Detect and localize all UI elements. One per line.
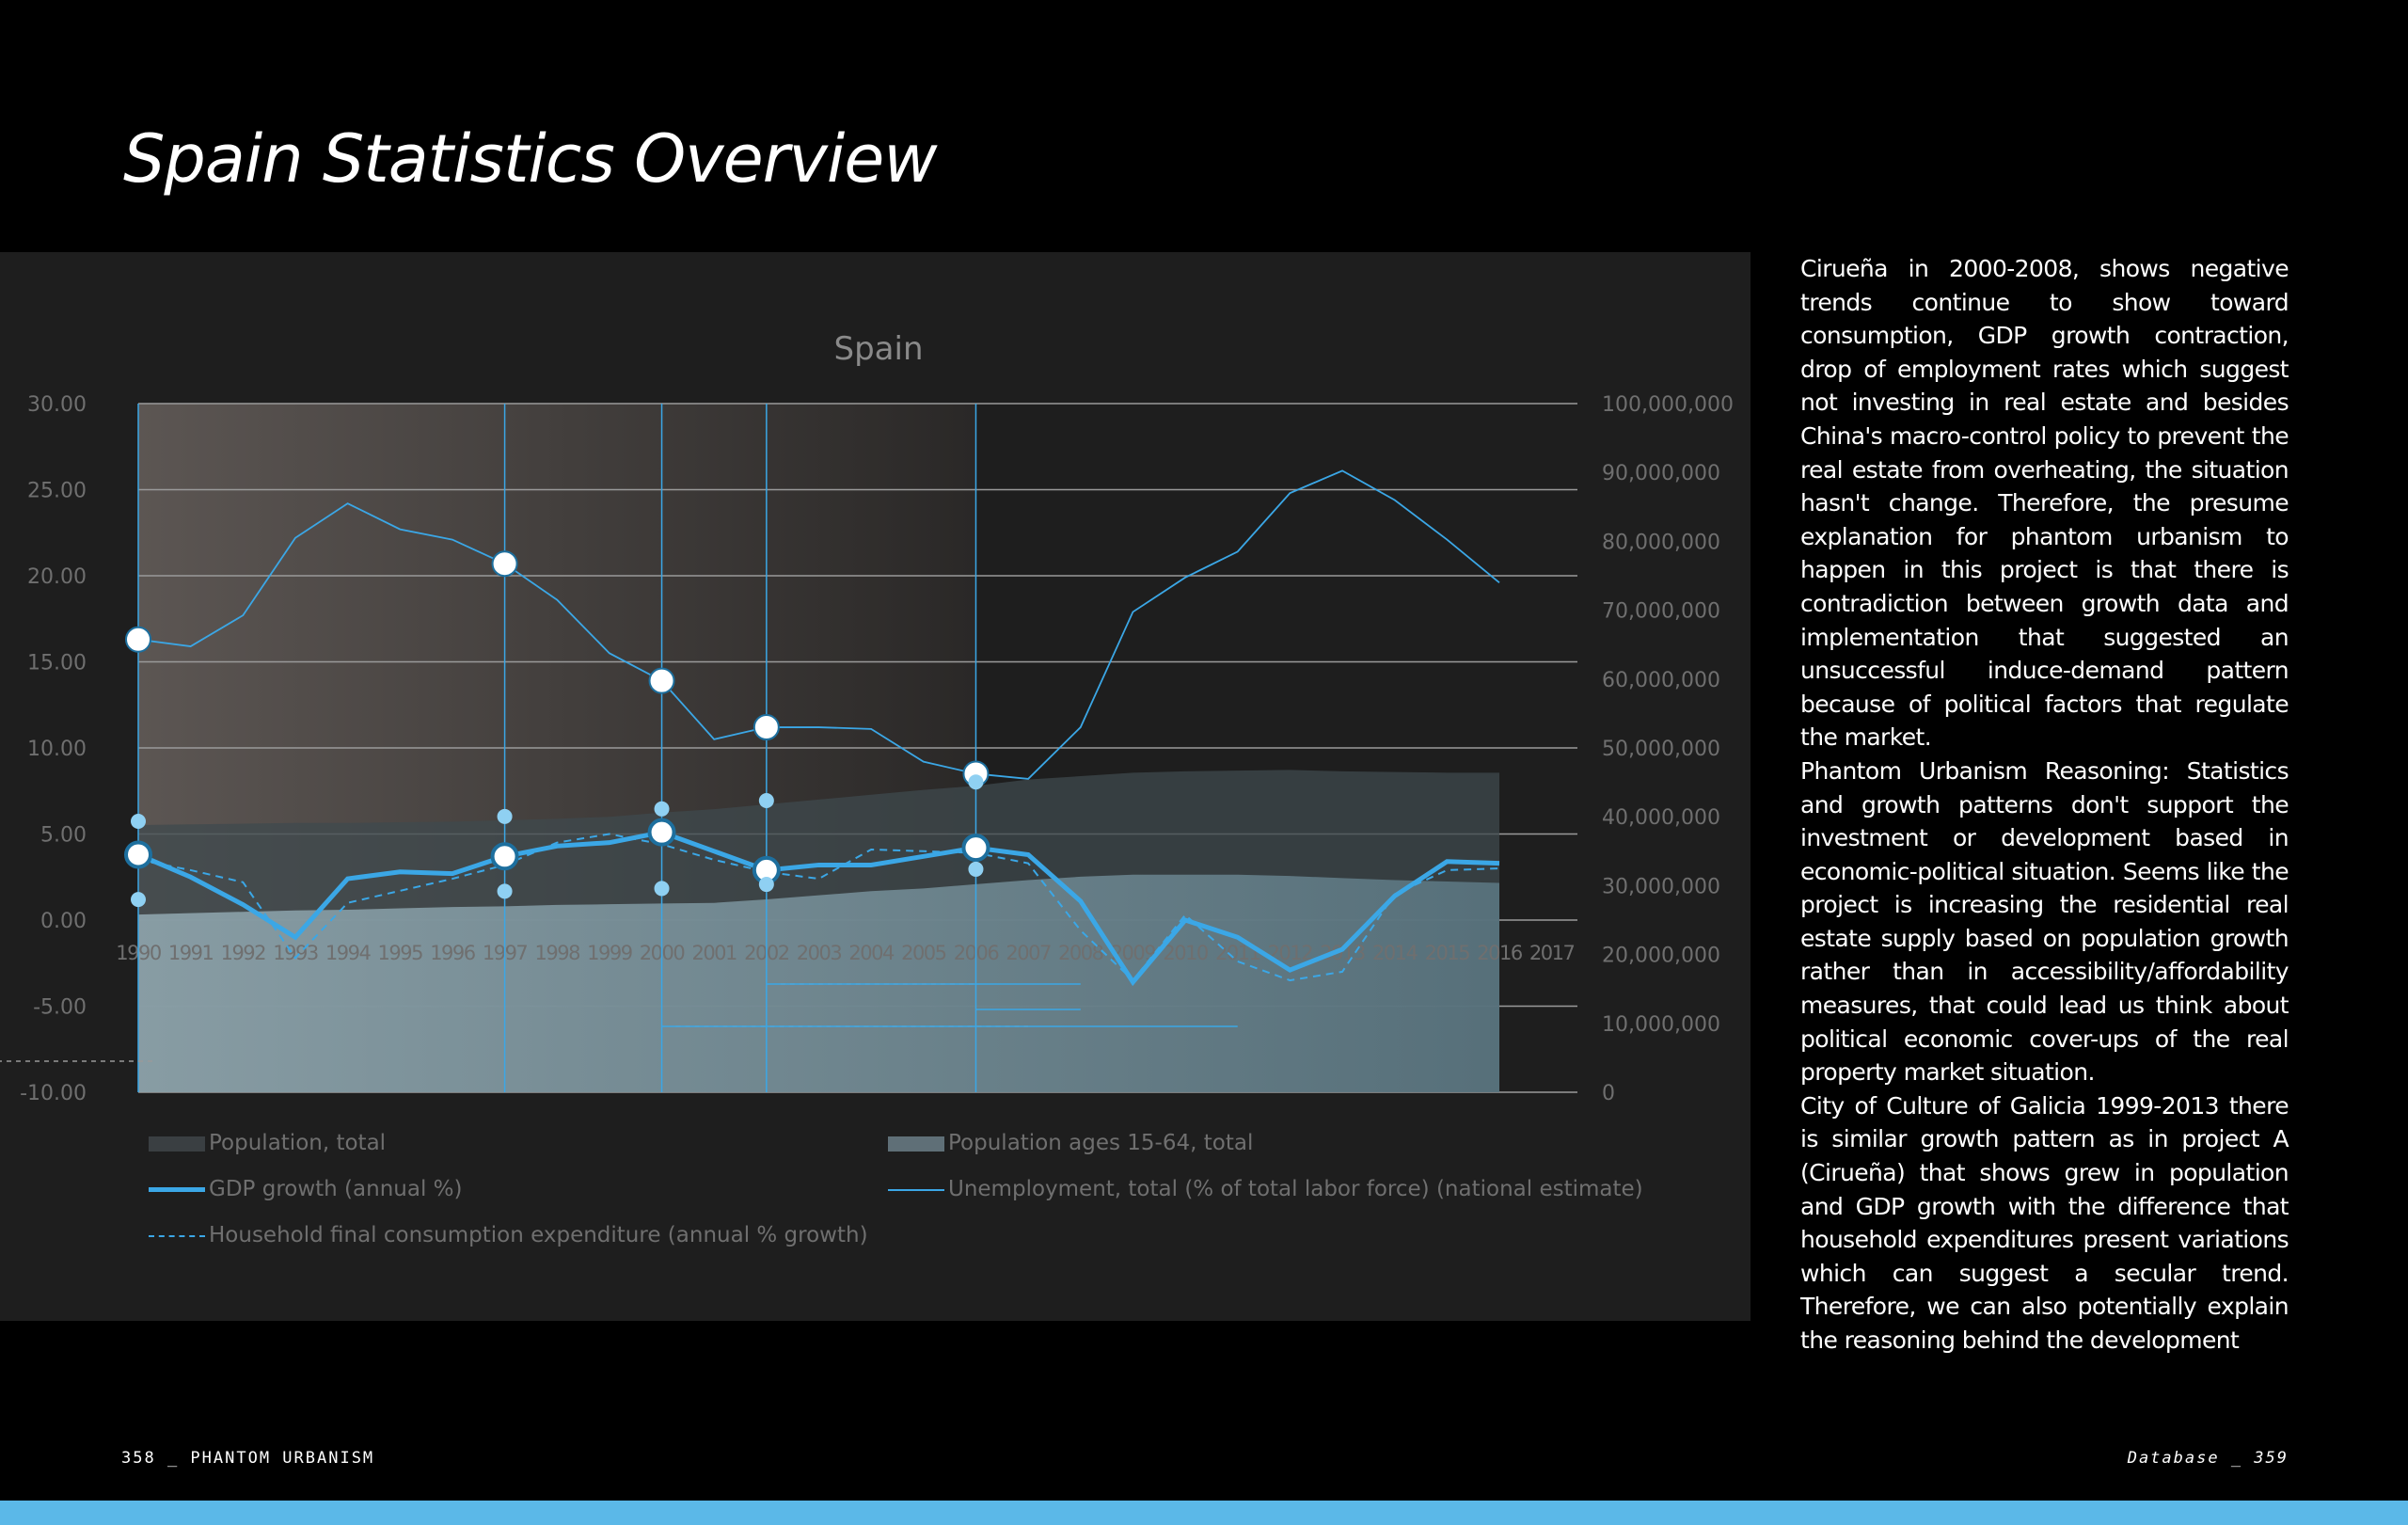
x-tick-label: 1993 [273, 942, 318, 964]
legend-label: Population ages 15-64, total [948, 1131, 1254, 1155]
y2-tick-label: 90,000,000 [1602, 462, 1720, 485]
x-tick-label: 2004 [848, 942, 895, 964]
unemployment-marker [752, 714, 780, 741]
x-tick-label: 2017 [1529, 942, 1575, 964]
y-tick-label: -10.00 [20, 1082, 87, 1105]
x-tick-label: 1996 [430, 942, 476, 964]
legend-swatch [149, 1136, 205, 1152]
y2-tick-label: 50,000,000 [1602, 738, 1720, 761]
x-tick-label: 2007 [1006, 942, 1051, 964]
x-tick-label: 1998 [535, 942, 580, 964]
footer-right: Database _ 359 [2127, 1449, 2289, 1468]
x-tick-label: 1994 [325, 942, 372, 964]
legend-swatch [149, 1234, 205, 1237]
y-tick-label: 5.00 [40, 824, 87, 848]
y2-tick-label: 70,000,000 [1602, 600, 1720, 624]
legend-label: Population, total [209, 1131, 387, 1155]
population-marker [758, 793, 774, 809]
unemployment-marker [125, 626, 151, 653]
legend-swatch [888, 1188, 944, 1191]
bottom-accent-bar [0, 1501, 2408, 1525]
legend-swatch [888, 1136, 944, 1152]
y2-tick-label: 30,000,000 [1602, 875, 1720, 898]
y-tick-label: 20.00 [27, 565, 87, 589]
footer-left: 358 _ PHANTOM URBANISM [121, 1449, 375, 1468]
paragraph: Cirueña in 2000-2008, shows negative tre… [1800, 255, 2289, 752]
population-15-64-marker [654, 881, 670, 897]
chart-panel: Spain 30.00 25.00 20.00 15.00 10.00 5.00 0.00 -5… [0, 252, 1751, 1321]
population-15-64-marker [131, 892, 146, 908]
population-15-64-marker [968, 861, 984, 877]
y2-tick-label: 80,000,000 [1602, 531, 1720, 554]
y-tick-label: 0.00 [40, 910, 87, 933]
y2-tick-label: 40,000,000 [1602, 806, 1720, 830]
line-household-consumption [137, 833, 1500, 982]
x-tick-label: 2016 [1477, 942, 1523, 964]
legend-swatch [149, 1187, 205, 1192]
x-tick-label: 2006 [954, 942, 1000, 964]
x-tick-label: 1992 [221, 942, 266, 964]
legend-item-population-15-64: Population ages 15-64, total [888, 1131, 1253, 1155]
y-tick-label: 25.00 [27, 480, 87, 503]
x-tick-label: 2014 [1372, 942, 1418, 964]
gdp-marker [490, 842, 519, 871]
x-tick-label: 2015 [1425, 942, 1470, 964]
x-tick-label: 2003 [797, 942, 842, 964]
y-tick-label: 15.00 [27, 652, 87, 675]
population-marker [968, 774, 984, 790]
legend-label: Unemployment, total (% of total labor fo… [948, 1177, 1643, 1201]
chart-title: Spain [834, 330, 924, 368]
page-title: Spain Statistics Overview [123, 120, 938, 198]
y-tick-label: 30.00 [27, 393, 87, 417]
paragraph: City of Culture of Galicia 1999-2013 the… [1800, 1091, 2289, 1354]
line-gdp-growth [137, 830, 1500, 987]
x-tick-label: 1995 [378, 942, 423, 964]
x-tick-label: 1990 [116, 942, 161, 964]
x-tick-label: 2001 [691, 942, 737, 964]
x-tick-label: 1997 [483, 942, 528, 964]
legend-item-household: Household final consumption expenditure … [149, 1223, 868, 1247]
gdp-marker [124, 840, 152, 869]
y-tick-label: -5.00 [33, 996, 87, 1020]
population-marker [131, 813, 146, 829]
x-tick-label: 2000 [640, 942, 685, 964]
y2-tick-label: 100,000,000 [1602, 393, 1734, 417]
legend-label: GDP growth (annual %) [209, 1177, 463, 1201]
legend-item-unemployment: Unemployment, total (% of total labor fo… [888, 1177, 1643, 1201]
y-tick-label: 10.00 [27, 738, 87, 761]
chart: Spain 30.00 25.00 20.00 15.00 10.00 5.00 0.00 -5… [0, 330, 1734, 1105]
x-tick-label: 1991 [168, 942, 214, 964]
population-marker [654, 801, 670, 817]
x-tick-label: 2005 [901, 942, 946, 964]
population-marker [497, 808, 513, 824]
body-text: Cirueña in 2000-2008, shows negative tre… [1800, 252, 2289, 1358]
x-tick-label: 2002 [744, 942, 789, 964]
paragraph: Phantom Urbanism Reasoning: Statistics a… [1800, 756, 2289, 1087]
y2-tick-label: 0 [1602, 1082, 1615, 1105]
gdp-marker [961, 834, 990, 863]
line-unemployment [137, 469, 1500, 780]
population-15-64-marker [497, 883, 513, 899]
legend-item-population: Population, total [149, 1131, 386, 1155]
legend-label: Household final consumption expenditure … [209, 1223, 868, 1247]
y2-tick-label: 20,000,000 [1602, 945, 1720, 968]
x-tick-label: 1999 [587, 942, 632, 964]
unemployment-marker [491, 550, 518, 578]
unemployment-marker [648, 667, 675, 694]
x-tick-label: 2010 [1163, 942, 1208, 964]
gdp-marker [647, 818, 676, 847]
population-15-64-marker [758, 877, 774, 893]
y2-tick-label: 10,000,000 [1602, 1013, 1720, 1037]
y2-tick-label: 60,000,000 [1602, 669, 1720, 692]
legend-item-gdp: GDP growth (annual %) [149, 1177, 462, 1201]
